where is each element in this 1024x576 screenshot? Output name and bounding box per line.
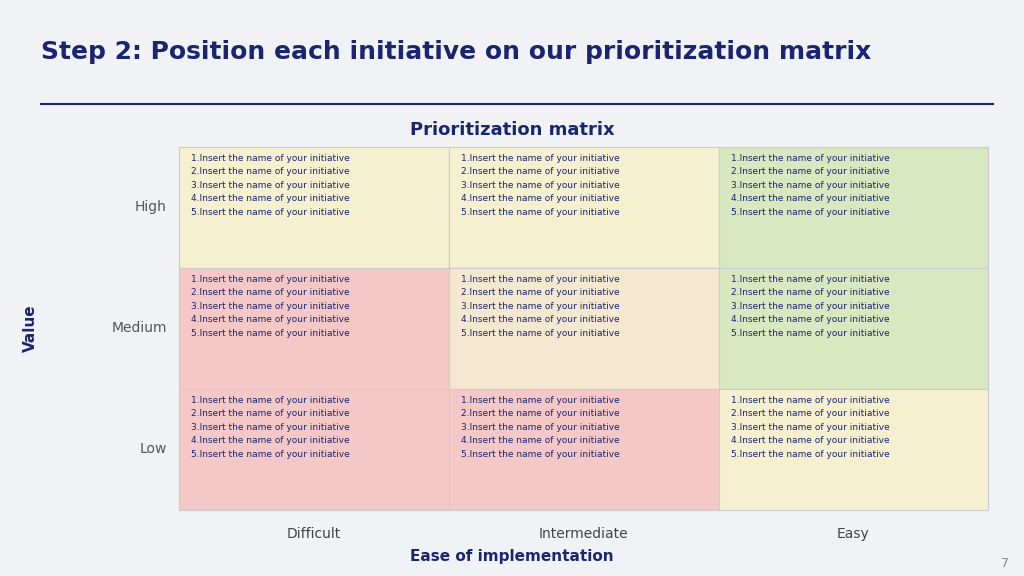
FancyBboxPatch shape	[719, 147, 988, 268]
Text: 1.Insert the name of your initiative
2.Insert the name of your initiative
3.Inse: 1.Insert the name of your initiative 2.I…	[461, 396, 620, 459]
Text: 1.Insert the name of your initiative
2.Insert the name of your initiative
3.Inse: 1.Insert the name of your initiative 2.I…	[731, 396, 890, 459]
Text: Easy: Easy	[837, 527, 869, 541]
FancyBboxPatch shape	[179, 147, 449, 268]
Text: Value: Value	[24, 305, 38, 352]
FancyBboxPatch shape	[719, 268, 988, 389]
FancyBboxPatch shape	[719, 389, 988, 510]
Text: Ease of implementation: Ease of implementation	[411, 550, 613, 564]
Text: 1.Insert the name of your initiative
2.Insert the name of your initiative
3.Inse: 1.Insert the name of your initiative 2.I…	[461, 275, 620, 338]
Text: Prioritization matrix: Prioritization matrix	[410, 121, 614, 139]
Text: High: High	[135, 200, 167, 214]
FancyBboxPatch shape	[179, 268, 449, 389]
FancyBboxPatch shape	[449, 147, 719, 268]
Text: 7: 7	[1000, 557, 1009, 570]
Text: 1.Insert the name of your initiative
2.Insert the name of your initiative
3.Inse: 1.Insert the name of your initiative 2.I…	[731, 154, 890, 217]
FancyBboxPatch shape	[179, 389, 449, 510]
Text: 1.Insert the name of your initiative
2.Insert the name of your initiative
3.Inse: 1.Insert the name of your initiative 2.I…	[191, 396, 350, 459]
Text: Step 2: Position each initiative on our prioritization matrix: Step 2: Position each initiative on our …	[41, 40, 871, 65]
FancyBboxPatch shape	[449, 389, 719, 510]
Text: 1.Insert the name of your initiative
2.Insert the name of your initiative
3.Inse: 1.Insert the name of your initiative 2.I…	[191, 275, 350, 338]
FancyBboxPatch shape	[449, 268, 719, 389]
Text: 1.Insert the name of your initiative
2.Insert the name of your initiative
3.Inse: 1.Insert the name of your initiative 2.I…	[731, 275, 890, 338]
Text: Difficult: Difficult	[287, 527, 341, 541]
Text: Medium: Medium	[112, 321, 167, 335]
Text: 1.Insert the name of your initiative
2.Insert the name of your initiative
3.Inse: 1.Insert the name of your initiative 2.I…	[191, 154, 350, 217]
Text: 1.Insert the name of your initiative
2.Insert the name of your initiative
3.Inse: 1.Insert the name of your initiative 2.I…	[461, 154, 620, 217]
Text: Low: Low	[139, 442, 167, 456]
Text: Intermediate: Intermediate	[539, 527, 629, 541]
